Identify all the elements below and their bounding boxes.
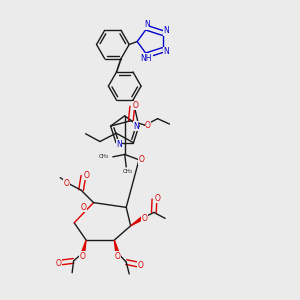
Text: O: O bbox=[132, 101, 138, 110]
Text: N: N bbox=[144, 20, 150, 29]
Text: O: O bbox=[138, 155, 144, 164]
Text: O: O bbox=[141, 214, 147, 223]
Text: O: O bbox=[81, 203, 87, 212]
Text: O: O bbox=[114, 252, 120, 261]
Polygon shape bbox=[131, 217, 143, 226]
Text: O: O bbox=[56, 259, 62, 268]
Text: N: N bbox=[163, 26, 169, 35]
Text: N: N bbox=[163, 47, 169, 56]
Text: NH: NH bbox=[141, 54, 152, 63]
Text: N: N bbox=[116, 140, 122, 149]
Text: O: O bbox=[145, 121, 151, 130]
Polygon shape bbox=[82, 240, 86, 253]
Text: O: O bbox=[64, 179, 70, 188]
Text: CH₃: CH₃ bbox=[99, 154, 109, 159]
Text: O: O bbox=[138, 261, 143, 270]
Text: CH₃: CH₃ bbox=[123, 169, 133, 174]
Text: O: O bbox=[154, 194, 160, 203]
Text: O: O bbox=[80, 252, 85, 261]
Polygon shape bbox=[114, 240, 119, 253]
Text: O: O bbox=[83, 171, 89, 180]
Text: N: N bbox=[133, 122, 139, 130]
